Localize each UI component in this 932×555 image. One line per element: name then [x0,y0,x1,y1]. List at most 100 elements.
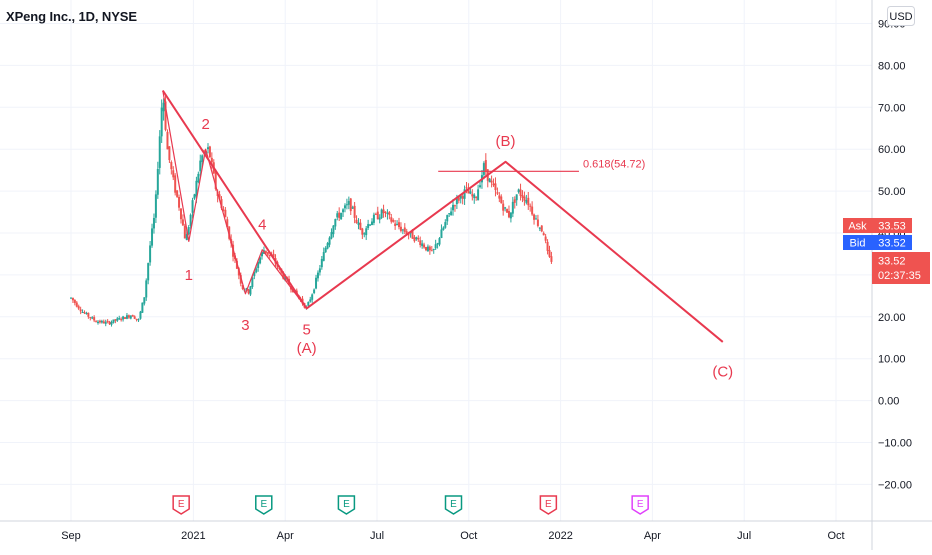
candle-body [257,261,260,268]
abc-correction-line[interactable] [161,89,724,343]
time-axis[interactable] [0,521,932,550]
candle-body [95,321,98,323]
y-tick-label: 10.00 [878,354,906,366]
candle-body [394,223,397,227]
candle-body [361,228,364,235]
earnings-badge-label: E [178,499,185,510]
candle-body [320,259,323,268]
candle-body [330,232,333,239]
candle-body [338,212,341,218]
x-tick-label: Sep [61,530,81,542]
candle-body [185,234,188,241]
candle-body [272,253,275,258]
candle-body [482,163,485,175]
candle-body [70,297,72,299]
candle-body [79,309,82,312]
candle-body [378,217,381,220]
candle-body [336,213,339,218]
candle-body [75,302,78,307]
ask-tag: Ask 33.53 [843,218,912,233]
candle-body [149,245,152,263]
candle-body [307,302,310,306]
candle-body [224,209,227,217]
candle-body [521,195,524,198]
candle-body [496,192,499,194]
candle-body [538,227,541,229]
earnings-badge-shape [444,495,463,515]
candle-body [367,224,370,229]
candle-body [450,211,453,216]
candle-body [322,252,325,261]
candle-body [100,320,103,323]
candle-body [247,289,250,294]
earnings-marker-icon[interactable]: E [631,495,649,515]
candle-body [106,320,109,322]
candle-body [374,213,377,215]
candle-body [324,247,327,253]
candle-body [382,209,385,214]
wave-label: (B) [496,133,516,150]
candle-body [529,205,532,207]
wave-labels: 1 2 3 4 5 (A) (B) (C) [185,116,734,380]
candle-body [133,316,136,319]
candle-body [396,223,399,225]
candle-body [334,219,337,227]
candle-body [206,147,209,150]
candle-body [181,219,184,226]
earnings-marker-icon[interactable]: E [539,495,558,515]
symbol-title: XPeng Inc., 1D, NYSE [6,9,137,24]
wave-label: 2 [201,116,209,133]
wave-label: (C) [712,363,733,380]
candle-body [455,197,458,205]
wave-label: 5 [302,321,310,338]
candle-body [531,206,534,215]
candle-body [241,285,244,290]
candle-body [484,160,487,172]
candle-body [282,273,285,279]
candle-body [158,136,161,168]
impulse-wave-line[interactable] [162,90,308,309]
svg-text:33.52: 33.52 [878,238,906,250]
candle-body [519,189,522,196]
svg-text:33.53: 33.53 [878,221,906,233]
candle-body [467,189,470,194]
candle-body [488,178,491,183]
candle-body [313,289,316,294]
candle-body [390,217,393,222]
candle-body [498,195,501,199]
candle-body [544,236,547,241]
candle-body [513,199,516,203]
earnings-marker-icon[interactable]: E [255,495,273,515]
earnings-marker-icon[interactable]: E [172,495,190,515]
earnings-badge-label: E [343,499,350,510]
candle-body [112,319,115,323]
candle-body [548,250,551,257]
bid-tag: Bid 33.52 [843,235,912,250]
currency-button[interactable]: USD [887,6,915,26]
candle-body [326,243,329,249]
candle-body [168,146,171,161]
candle-body [81,312,84,314]
elliott-wave-drawing[interactable]: 0.618(54.72) [161,89,724,343]
candle-body [284,276,287,281]
candle-body [504,207,507,209]
y-tick-label: 80.00 [878,60,906,72]
earnings-marker-icon[interactable]: E [444,495,463,515]
candle-body [425,247,428,251]
candle-body [428,246,431,251]
candle-body [536,219,539,226]
candle-body [452,204,455,211]
candle-body [93,317,96,321]
candle-body [239,275,242,284]
candle-body [147,263,150,281]
candle-body [448,213,451,215]
candle-body [453,205,456,207]
candle-body [316,272,319,279]
earnings-badge-shape [172,495,190,515]
earnings-marker-icon[interactable]: E [337,495,356,515]
candle-body [108,321,111,325]
candle-body [442,227,445,230]
